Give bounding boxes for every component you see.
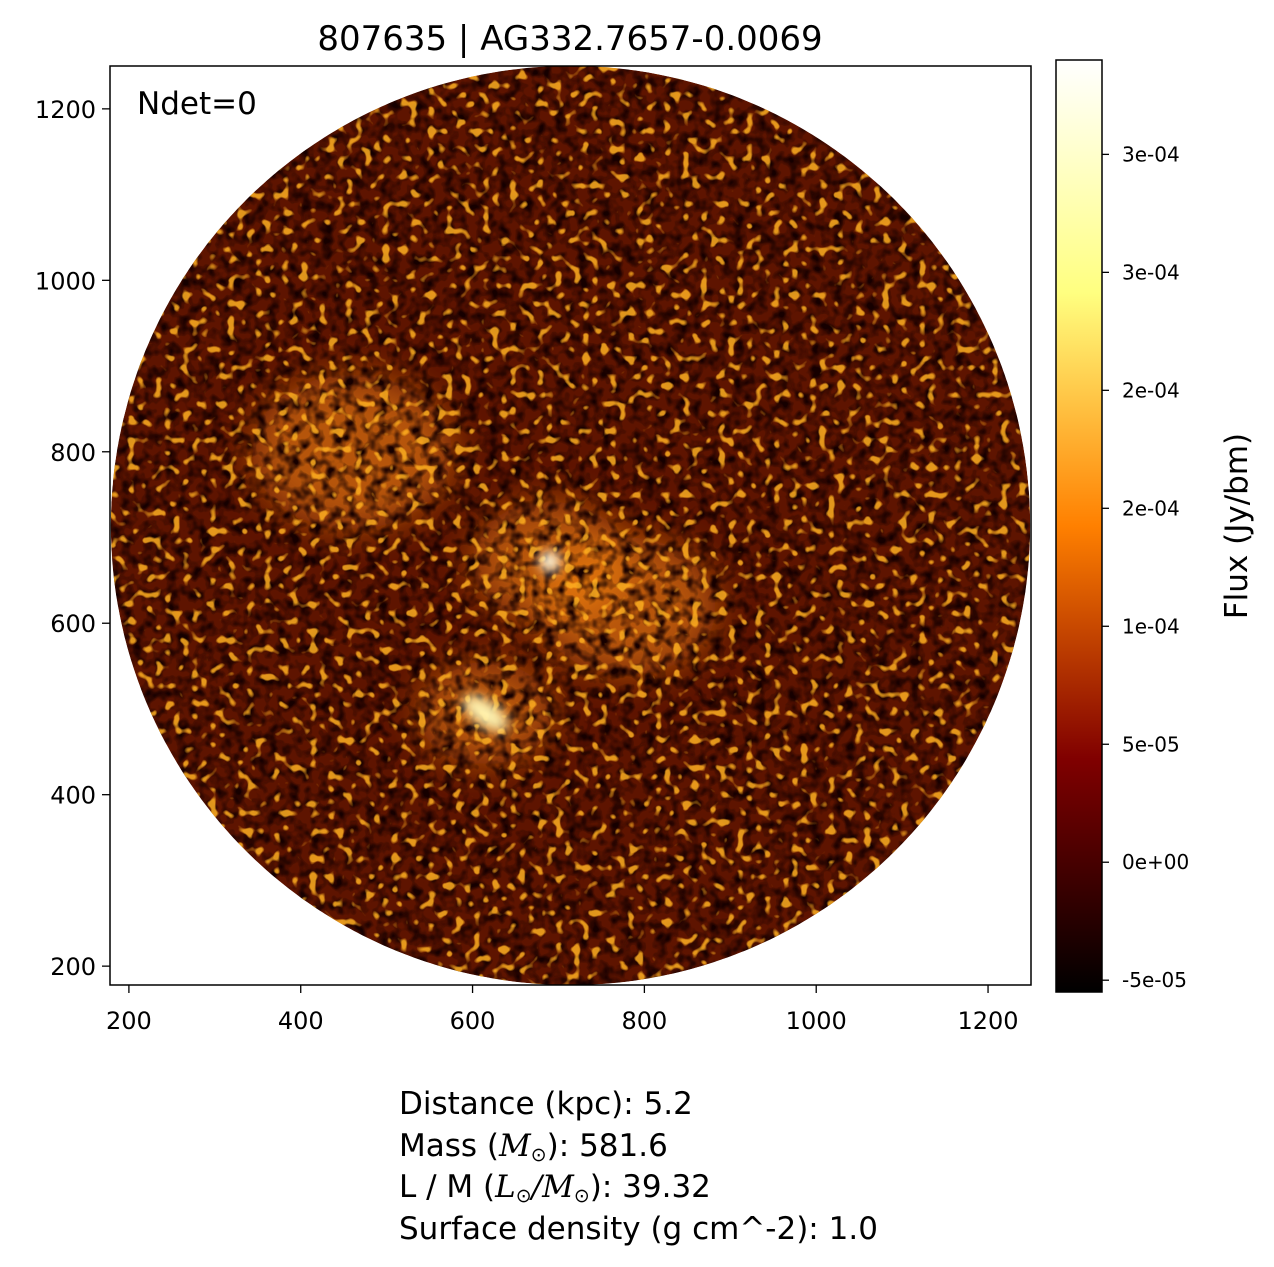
y-tick-label: 200 — [50, 953, 96, 981]
surface-density-line: Surface density (g cm^-2): 1.0 — [399, 1210, 878, 1247]
colorbar-tick-label: 3e-04 — [1122, 142, 1180, 166]
lm-value: ): 39.32 — [589, 1169, 711, 1205]
x-tick-label: 400 — [278, 1007, 324, 1035]
x-tick-label: 600 — [450, 1007, 496, 1035]
lm-line: L / M (L⊙/M⊙): 39.32 — [399, 1167, 878, 1209]
colorbar-ticks: -5e-05 0e+00 5e-05 1e-04 2e-04 2e-04 3e-04 3e-0… — [1102, 142, 1189, 992]
plot-frame — [109, 65, 1032, 986]
distance-line: Distance (kpc): 5.2 — [399, 1086, 693, 1122]
emission-peak-compact — [539, 551, 560, 572]
colorbar-tick-label: 3e-04 — [1122, 260, 1180, 284]
lm-symbol-m: M — [542, 1169, 574, 1205]
y-tick-label: 1000 — [35, 267, 96, 295]
y-tick-label: 600 — [50, 610, 96, 638]
colorbar: -5e-05 0e+00 5e-05 1e-04 2e-04 2e-04 3e-04 3e-0… — [1055, 59, 1255, 993]
x-axis: 200 400 600 800 1000 1200 — [106, 985, 1019, 1035]
colorbar-label: Flux (Jy/bm) — [1219, 433, 1255, 619]
mass-prefix: Mass ( — [399, 1127, 499, 1164]
y-axis: 200 400 600 800 1000 1200 — [35, 96, 110, 981]
y-tick-label: 1200 — [35, 96, 96, 124]
lm-symbol-l: L — [495, 1169, 516, 1205]
x-tick-label: 1200 — [958, 1007, 1019, 1035]
mass-line: Mass (M⊙): 581.6 — [399, 1126, 878, 1168]
colorbar-tick-label: 2e-04 — [1122, 496, 1180, 520]
chart-title: 807635 | AG332.7657-0.0069 — [317, 19, 822, 59]
sun-symbol: ⊙ — [573, 1185, 590, 1207]
image-field — [110, 65, 1031, 986]
y-tick-label: 400 — [50, 782, 96, 810]
emission-peak-arc — [463, 695, 508, 732]
y-tick-label: 800 — [50, 439, 96, 467]
colorbar-tick-label: 5e-05 — [1122, 732, 1180, 756]
noise-bright — [110, 65, 1031, 986]
sun-symbol: ⊙ — [515, 1185, 532, 1207]
info-panel: Distance (kpc): 5.2 Mass (M⊙): 581.6 L /… — [399, 1084, 878, 1250]
emission-peaks — [463, 551, 560, 732]
x-tick-label: 1000 — [786, 1007, 847, 1035]
colorbar-tick-label: 0e+00 — [1122, 850, 1189, 874]
ndet-annotation: Ndet=0 — [137, 86, 257, 122]
colorbar-tick-label: 1e-04 — [1122, 614, 1180, 638]
mass-value: ): 581.6 — [546, 1127, 668, 1164]
colorbar-gradient — [1055, 59, 1103, 993]
mass-symbol: M — [499, 1127, 531, 1164]
colorbar-tick-label: -5e-05 — [1122, 968, 1187, 992]
plot-area: 200 400 600 800 1000 1200 200 400 600 800 1000 120… — [35, 65, 1032, 1035]
sun-symbol: ⊙ — [530, 1143, 547, 1166]
lm-prefix: L / M ( — [399, 1169, 496, 1205]
colorbar-tick-label: 2e-04 — [1122, 378, 1180, 402]
x-tick-label: 200 — [106, 1007, 152, 1035]
lm-slash: / — [531, 1169, 543, 1205]
x-tick-label: 800 — [621, 1007, 667, 1035]
